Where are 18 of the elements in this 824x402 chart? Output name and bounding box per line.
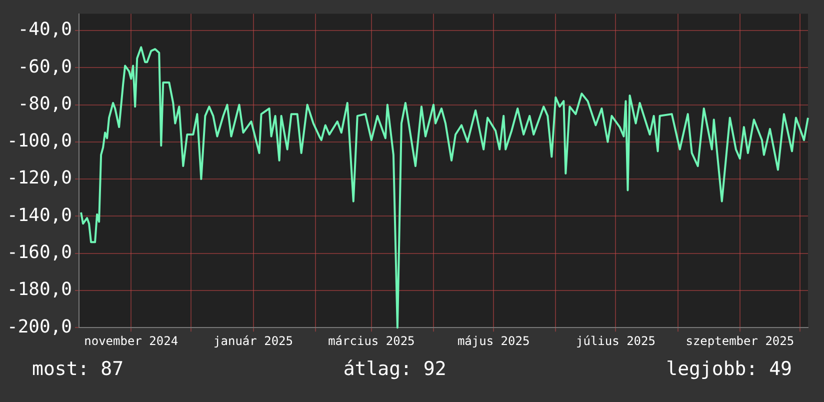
y-tick-label: -60,0 <box>18 56 72 78</box>
y-tick-label: -120,0 <box>6 168 72 189</box>
y-tick-label: -180,0 <box>6 279 72 300</box>
x-tick-label: szeptember 2025 <box>686 334 794 348</box>
y-tick-label: -40,0 <box>18 19 72 40</box>
x-tick-label: január 2025 <box>214 334 293 348</box>
text: átlag: 92 <box>343 358 446 380</box>
text: most: 87 <box>32 358 124 380</box>
y-tick-label: -200,0 <box>6 316 72 338</box>
y-tick-label: -160,0 <box>6 242 72 263</box>
x-tick-label: július 2025 <box>576 334 656 348</box>
x-tick-label: március 2025 <box>328 334 415 348</box>
x-tick-label: november 2024 <box>84 334 178 348</box>
text: legjobb: 49 <box>666 358 792 380</box>
y-tick-label: -140,0 <box>6 204 72 226</box>
y-tick-label: -80,0 <box>18 93 72 114</box>
x-tick-label: május 2025 <box>457 334 530 348</box>
y-tick-label: -100,0 <box>6 130 72 152</box>
